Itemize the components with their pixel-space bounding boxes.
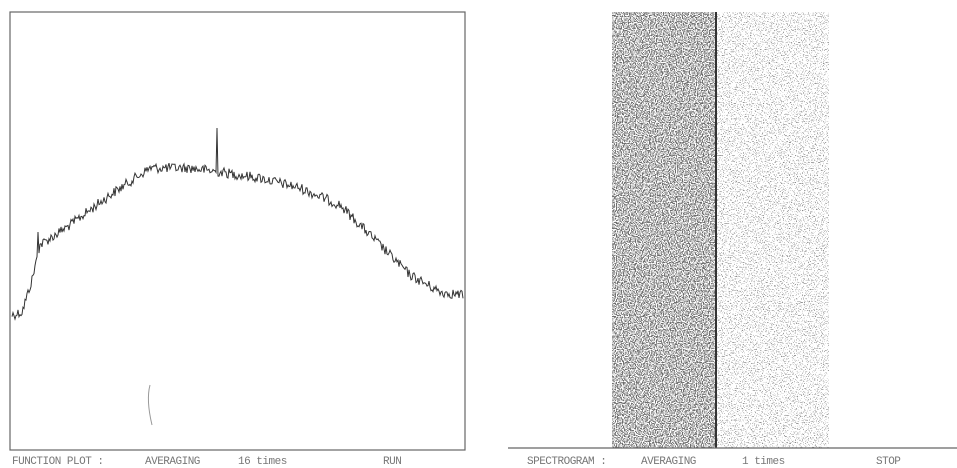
spectrogram-dense — [612, 12, 717, 448]
state-label: STOP — [876, 456, 901, 468]
count-label: 1 times — [742, 456, 785, 468]
spectrogram-light — [717, 12, 829, 448]
plot-frame — [9, 11, 466, 451]
averaging-label: AVERAGING — [145, 456, 200, 468]
mode-label: SPECTROGRAM : — [527, 456, 606, 468]
function-plot-panel: FUNCTION PLOT : AVERAGING 16 times RUN — [9, 11, 466, 468]
stray-mark — [147, 384, 153, 426]
state-label: RUN — [383, 456, 401, 468]
averaging-label: AVERAGING — [641, 456, 696, 468]
spectrogram-panel: SPECTROGRAM : AVERAGING 1 times STOP — [508, 12, 957, 468]
mode-label: FUNCTION PLOT : — [12, 456, 104, 468]
trace — [11, 127, 464, 321]
count-label: 16 times — [238, 456, 287, 468]
